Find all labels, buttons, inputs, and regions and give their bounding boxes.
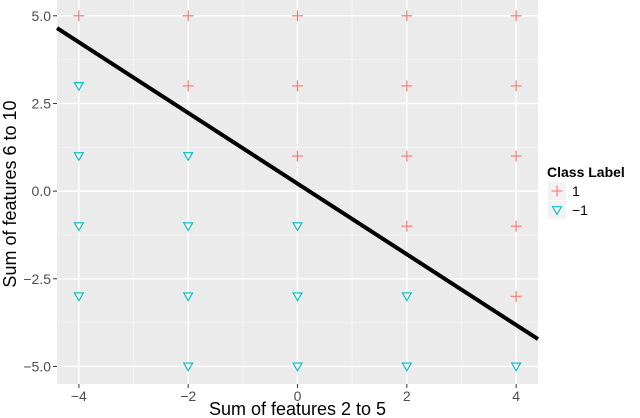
point-class-1: [401, 150, 413, 162]
point-class-1: [401, 80, 413, 92]
x-tick-label: 0: [294, 388, 302, 404]
x-tick-label: 4: [512, 388, 520, 404]
x-axis-title: Sum of features 2 to 5: [209, 399, 386, 418]
point-class-1: [401, 10, 413, 22]
point-class-1: [292, 10, 303, 22]
point-class-neg1: [73, 152, 85, 162]
point-class-1: [510, 290, 522, 302]
point-class-1: [292, 150, 303, 162]
y-tick-label: 5.0: [32, 8, 52, 24]
legend-entries: 1−1: [548, 182, 588, 219]
decision-boundary-layer: [55, 26, 540, 341]
point-class-neg1: [182, 362, 194, 372]
y-axis-title: Sum of features 6 to 10: [0, 100, 20, 287]
point-class-1: [182, 80, 194, 92]
point-class-1: [401, 220, 413, 232]
legend-key-triangle: [551, 206, 563, 216]
point-class-1: [510, 10, 522, 22]
legend-entry-label: 1: [572, 183, 580, 199]
point-class-1: [510, 150, 522, 162]
point-class-neg1: [182, 152, 194, 162]
data-points: [73, 10, 522, 372]
y-tick-label: 2.5: [32, 95, 52, 111]
point-class-1: [292, 80, 303, 92]
x-tick-label: −4: [71, 388, 87, 404]
legend-key-box: [548, 201, 566, 219]
point-class-neg1: [401, 292, 413, 302]
decision-boundary-line: [55, 26, 540, 341]
legend-entry-label: −1: [572, 202, 588, 218]
legend-title: Class Label: [547, 164, 625, 180]
point-class-neg1: [73, 222, 85, 232]
point-class-neg1: [292, 222, 303, 232]
x-axis-ticks: −4 −2 0 2 4: [71, 384, 520, 404]
point-class-1: [73, 10, 85, 22]
x-tick-label: 2: [403, 388, 411, 404]
point-class-1: [510, 80, 522, 92]
x-tick-label: −2: [180, 388, 196, 404]
point-class-neg1: [73, 292, 85, 302]
y-axis-ticks: 5.0 2.5 0.0 −2.5 −5.0: [23, 8, 57, 374]
point-class-neg1: [510, 362, 522, 372]
point-class-neg1: [401, 362, 413, 372]
y-tick-label: −5.0: [23, 358, 51, 374]
point-class-neg1: [182, 292, 194, 302]
point-class-neg1: [292, 362, 303, 372]
y-tick-label: −2.5: [23, 271, 51, 287]
point-class-neg1: [182, 222, 194, 232]
point-class-1: [182, 10, 194, 22]
point-class-neg1: [292, 292, 303, 302]
point-class-neg1: [73, 81, 85, 92]
point-class-1: [510, 220, 522, 232]
y-tick-label: 0.0: [32, 183, 52, 199]
legend-key-plus: [551, 185, 563, 197]
legend: Class Label 1−1: [547, 164, 625, 219]
